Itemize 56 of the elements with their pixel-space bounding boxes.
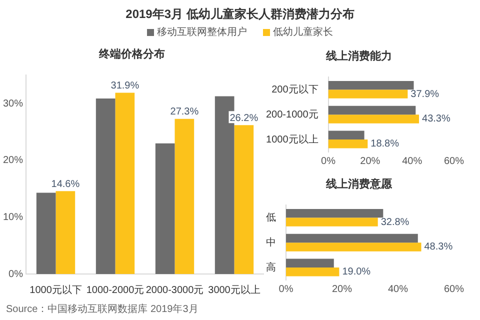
data-label: 27.3% (170, 106, 199, 118)
y-tick-label: 200元以下 (272, 83, 318, 96)
x-tick-label: 20% (360, 156, 380, 167)
bar (328, 106, 416, 115)
chart-title: 线上消费意愿 (325, 178, 393, 191)
x-tick-label: 1000元以下 (30, 284, 82, 296)
bar (286, 242, 422, 252)
y-tick-label: 低 (266, 212, 276, 224)
x-tick-label: 40% (388, 284, 408, 295)
data-label: 14.6% (51, 178, 80, 190)
bar (286, 234, 418, 243)
bar (96, 98, 116, 274)
data-label: 26.2% (230, 112, 258, 124)
bar (234, 125, 254, 274)
bar (328, 80, 414, 90)
y-tick-label: 高 (266, 261, 276, 274)
data-label: 18.8% (370, 138, 400, 150)
x-tick-label: 40% (402, 156, 422, 167)
data-label: 31.9% (110, 80, 140, 92)
x-tick-label: 20% (332, 284, 352, 295)
y-tick-label: 10% (3, 212, 24, 223)
x-tick-label: 60% (444, 284, 464, 295)
x-tick-label: 1000-2000元 (86, 284, 144, 296)
x-tick-label: 2000-3000元 (146, 284, 204, 296)
chart-subtitle: 终端价格分布 (98, 48, 165, 61)
data-label: 37.9% (410, 88, 440, 100)
bar (115, 92, 135, 274)
bar (328, 114, 420, 124)
bar (56, 191, 76, 274)
chart-title: 2019年3月 低幼儿童家长人群消费潜力分布 (124, 6, 356, 23)
bar (286, 268, 340, 276)
bar (328, 90, 408, 98)
data-label: 32.8% (380, 216, 410, 228)
bar (286, 218, 378, 226)
data-label: 19.0% (342, 266, 371, 278)
bar (286, 258, 334, 268)
source-note: Source：中国移动互联网数据库 2019年3月 (6, 304, 198, 315)
x-tick-label: 0% (321, 156, 336, 167)
y-tick-label: 中 (266, 236, 276, 248)
x-tick-label: 60% (444, 156, 464, 167)
chart-title: 线上消费能力 (325, 50, 392, 63)
legend-label: 低幼儿童家长 (273, 26, 333, 39)
y-tick-label: 30% (3, 98, 24, 110)
bar (36, 192, 56, 274)
y-tick-label: 1000元以上 (266, 133, 318, 146)
legend-label: 移动互联网整体用户 (157, 26, 247, 39)
bar (328, 140, 368, 148)
x-tick-label: 3000元以上 (208, 284, 260, 296)
y-tick-label: 200-1000元 (266, 109, 318, 120)
bar (328, 130, 364, 140)
data-label: 48.3% (424, 242, 453, 253)
bar (286, 208, 384, 218)
data-label: 43.3% (422, 114, 450, 125)
bar (174, 118, 194, 274)
bar (155, 143, 175, 274)
y-tick-label: 0% (8, 268, 24, 280)
